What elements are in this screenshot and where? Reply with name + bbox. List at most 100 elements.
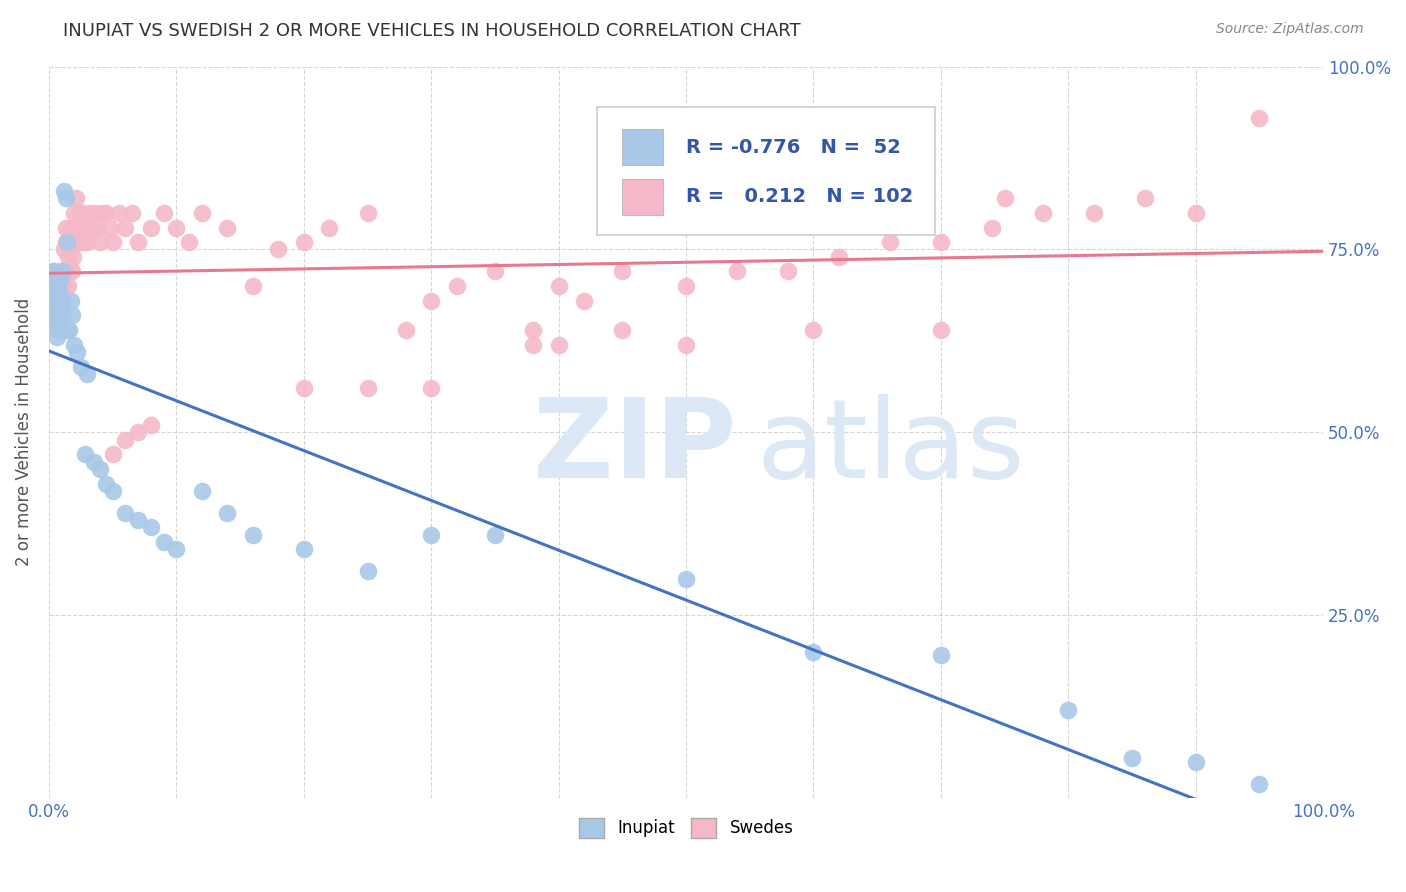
Point (58, 264, 80, 278)
Point (60, 309, 83, 323)
Point (83, 455, 105, 469)
Point (420, 528, 443, 542)
Point (114, 433, 136, 447)
Point (66, 235, 89, 249)
Point (69, 206, 91, 220)
Point (52, 279, 75, 293)
Point (179, 235, 201, 249)
Point (45, 330, 67, 344)
Point (114, 220, 136, 235)
Point (46, 309, 69, 323)
Point (48, 323, 70, 337)
Point (89, 462, 111, 476)
Point (49, 309, 72, 323)
Point (1083, 206, 1105, 220)
Point (152, 206, 174, 220)
Point (42, 279, 65, 293)
Point (1249, 776, 1271, 790)
Point (980, 220, 1002, 235)
Point (42, 264, 65, 278)
Point (292, 382, 315, 396)
Point (44, 271, 66, 285)
Point (69, 359, 91, 374)
Point (89, 235, 111, 249)
Point (41, 293, 63, 308)
Point (725, 264, 748, 278)
Point (121, 206, 143, 220)
Point (929, 648, 952, 663)
Point (101, 235, 124, 249)
Point (63, 206, 86, 220)
Point (395, 323, 418, 337)
Point (56, 250, 79, 264)
Point (44, 271, 66, 285)
Text: atlas: atlas (756, 393, 1025, 500)
Point (63, 337, 86, 351)
Point (612, 264, 634, 278)
Point (356, 565, 378, 579)
Point (51, 279, 73, 293)
Point (59, 293, 82, 308)
Point (46, 316, 69, 330)
Point (803, 323, 825, 337)
Point (165, 542, 187, 557)
Point (73, 447, 96, 461)
Point (45, 323, 67, 337)
Point (1184, 206, 1206, 220)
Point (98, 220, 121, 235)
Point (522, 337, 544, 351)
Point (60, 264, 83, 278)
Point (1249, 111, 1271, 125)
Point (96, 476, 118, 491)
Point (49, 264, 72, 278)
Point (356, 206, 378, 220)
Point (46, 279, 69, 293)
FancyBboxPatch shape (598, 107, 935, 235)
Point (42, 316, 65, 330)
Point (56, 264, 79, 278)
Point (776, 264, 799, 278)
Point (58, 323, 80, 337)
Point (318, 220, 340, 235)
Text: INUPIAT VS SWEDISH 2 OR MORE VEHICLES IN HOUSEHOLD CORRELATION CHART: INUPIAT VS SWEDISH 2 OR MORE VEHICLES IN… (63, 22, 801, 40)
Point (53, 184, 76, 198)
Point (675, 337, 697, 351)
Point (139, 418, 162, 433)
Point (72, 206, 94, 220)
Point (42, 316, 65, 330)
Point (60, 235, 83, 249)
Point (101, 483, 124, 498)
Text: Source: ZipAtlas.com: Source: ZipAtlas.com (1216, 22, 1364, 37)
Point (675, 279, 697, 293)
Point (675, 572, 697, 586)
Legend: Inupiat, Swedes: Inupiat, Swedes (572, 811, 800, 845)
Point (76, 235, 98, 249)
Point (52, 264, 75, 278)
Point (48, 323, 70, 337)
Point (62, 250, 84, 264)
Bar (623, 178, 664, 215)
Text: R = -0.776   N =  52: R = -0.776 N = 52 (686, 137, 901, 157)
Point (127, 513, 149, 527)
Point (73, 235, 96, 249)
Point (56, 279, 79, 293)
Point (59, 220, 82, 235)
Point (44, 309, 66, 323)
Point (127, 425, 149, 440)
Point (191, 483, 214, 498)
Point (828, 250, 851, 264)
Point (139, 220, 162, 235)
Point (83, 206, 105, 220)
Point (41, 293, 63, 308)
Point (242, 528, 264, 542)
Point (91, 206, 114, 220)
Point (53, 264, 76, 278)
Point (191, 206, 214, 220)
Point (114, 506, 136, 520)
Point (929, 235, 952, 249)
Point (45, 293, 67, 308)
Point (165, 220, 187, 235)
Point (929, 323, 952, 337)
Point (1121, 751, 1143, 765)
Point (101, 447, 124, 461)
